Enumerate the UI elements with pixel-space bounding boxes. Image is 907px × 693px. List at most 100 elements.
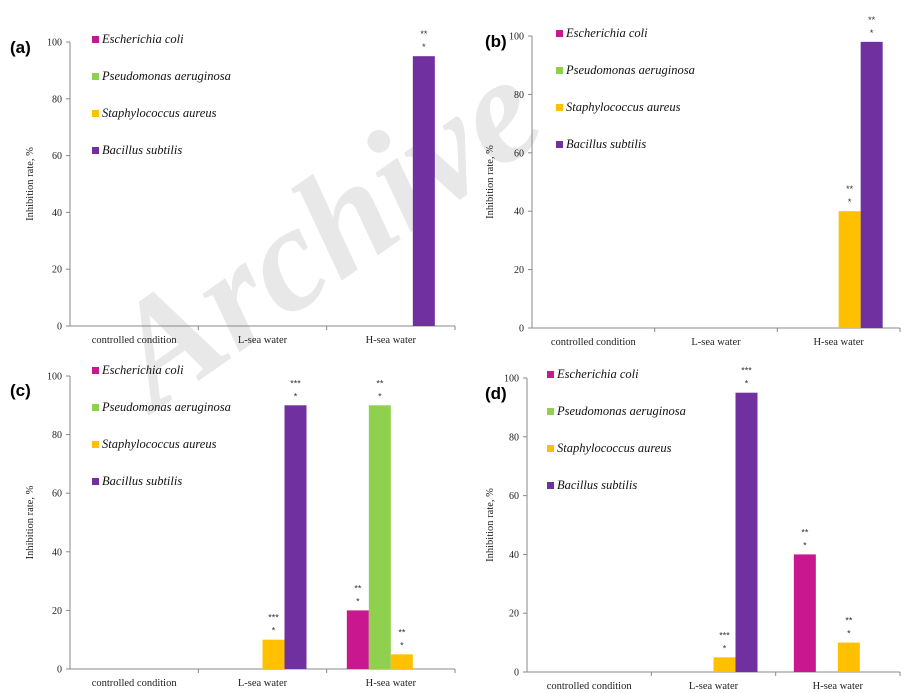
y-tick-label: 40 <box>514 207 524 218</box>
y-tick-label: 60 <box>514 148 524 159</box>
legend-entry: Bacillus subtilis <box>102 474 182 488</box>
x-category-label: L-sea water <box>691 337 741 348</box>
x-category-label: controlled condition <box>551 337 637 348</box>
legend-entry: Bacillus subtilis <box>557 478 637 492</box>
legend-swatch <box>92 147 99 154</box>
y-tick-label: 60 <box>52 151 62 162</box>
significance-label: ** <box>845 616 853 626</box>
legend-swatch <box>92 441 99 448</box>
bar <box>346 610 369 669</box>
significance-label: * <box>422 42 426 52</box>
significance-label: * <box>294 391 298 401</box>
legend-entry: Pseudomonas aeruginosa <box>565 63 695 77</box>
y-tick-label: 80 <box>52 430 62 441</box>
y-tick-label: 40 <box>509 550 519 561</box>
legend-entry: Pseudomonas aeruginosa <box>101 69 231 83</box>
panel-label: (c) <box>10 381 31 400</box>
bar <box>735 392 758 672</box>
significance-label: * <box>723 643 727 653</box>
y-tick-label: 40 <box>52 547 62 558</box>
bar <box>284 405 307 669</box>
legend-entry: Escherichia coli <box>101 363 184 377</box>
chart-panels: (a) Inhibition rate, % 0 20 40 60 80 100 control… <box>10 15 901 692</box>
significance-label: * <box>272 626 276 636</box>
significance-label: * <box>870 28 874 38</box>
x-category-label: H-sea water <box>366 335 417 346</box>
legend-entry: Staphylococcus aureus <box>566 100 681 114</box>
x-category-label: controlled condition <box>547 681 633 692</box>
significance-label: *** <box>741 366 752 376</box>
significance-label: ** <box>354 583 362 593</box>
x-category-label: L-sea water <box>238 335 288 346</box>
x-category-label: H-sea water <box>813 681 864 692</box>
significance-label: *** <box>719 630 730 640</box>
legend-swatch <box>556 30 563 37</box>
y-axis-label: Inhibition rate, % <box>485 488 496 562</box>
y-tick-label: 20 <box>509 609 519 620</box>
chart-panel-3: (c) Inhibition rate, % 0 20 40 60 80 100 control… <box>10 363 456 689</box>
y-tick-label: 0 <box>514 668 519 679</box>
x-category-label: L-sea water <box>689 681 739 692</box>
significance-label: * <box>848 197 852 207</box>
chart-panel-1: (a) Inhibition rate, % 0 20 40 60 80 100 control… <box>10 29 456 346</box>
legend-swatch <box>556 141 563 148</box>
x-category-label: H-sea water <box>366 678 417 689</box>
legend-entry: Pseudomonas aeruginosa <box>556 404 686 418</box>
bar <box>412 56 435 326</box>
bar <box>368 405 391 669</box>
chart-panel-2: (b) Inhibition rate, % 0 20 40 60 80 100 control… <box>485 15 901 348</box>
y-tick-label: 20 <box>514 265 524 276</box>
significance-label: ** <box>376 378 384 388</box>
legend-entry: Staphylococcus aureus <box>102 106 217 120</box>
y-tick-label: 60 <box>52 489 62 500</box>
legend-swatch <box>556 67 563 74</box>
legend-entry: Escherichia coli <box>101 32 184 46</box>
y-axis-label: Inhibition rate, % <box>25 485 36 559</box>
legend-swatch <box>92 404 99 411</box>
legend-entry: Pseudomonas aeruginosa <box>101 400 231 414</box>
legend-swatch <box>547 408 554 415</box>
legend-swatch <box>547 371 554 378</box>
bar <box>837 642 860 672</box>
legend-entry: Bacillus subtilis <box>102 143 182 157</box>
legend-swatch <box>547 482 554 489</box>
significance-label: *** <box>290 378 301 388</box>
y-tick-label: 80 <box>52 94 62 105</box>
significance-label: ** <box>398 627 406 637</box>
legend-entry: Escherichia coli <box>565 26 648 40</box>
significance-label: ** <box>420 29 428 39</box>
y-axis-label: Inhibition rate, % <box>25 147 36 221</box>
y-tick-label: 40 <box>52 208 62 219</box>
x-category-label: controlled condition <box>92 678 178 689</box>
significance-label: * <box>745 379 749 389</box>
significance-label: * <box>356 596 360 606</box>
y-tick-label: 20 <box>52 265 62 276</box>
legend-entry: Bacillus subtilis <box>566 137 646 151</box>
bar <box>793 554 816 672</box>
legend-swatch <box>92 478 99 485</box>
significance-label: * <box>378 391 382 401</box>
y-tick-label: 0 <box>57 665 62 676</box>
y-axis-label: Inhibition rate, % <box>485 145 496 219</box>
y-tick-label: 80 <box>509 432 519 443</box>
legend-entry: Staphylococcus aureus <box>557 441 672 455</box>
significance-label: ** <box>868 15 876 25</box>
y-tick-label: 100 <box>47 38 62 49</box>
y-tick-label: 20 <box>52 606 62 617</box>
bar <box>713 657 736 672</box>
y-tick-label: 80 <box>514 90 524 101</box>
panel-label: (a) <box>10 38 31 57</box>
bar <box>838 211 861 328</box>
x-category-label: controlled condition <box>92 335 178 346</box>
bar <box>262 639 285 669</box>
significance-label: * <box>847 629 851 639</box>
legend-entry: Staphylococcus aureus <box>102 437 217 451</box>
y-tick-label: 100 <box>509 32 524 43</box>
legend-swatch <box>92 367 99 374</box>
significance-label: * <box>803 540 807 550</box>
bar <box>390 654 413 669</box>
panel-label: (b) <box>485 32 507 51</box>
watermark: Archive <box>72 25 570 443</box>
legend-swatch <box>556 104 563 111</box>
